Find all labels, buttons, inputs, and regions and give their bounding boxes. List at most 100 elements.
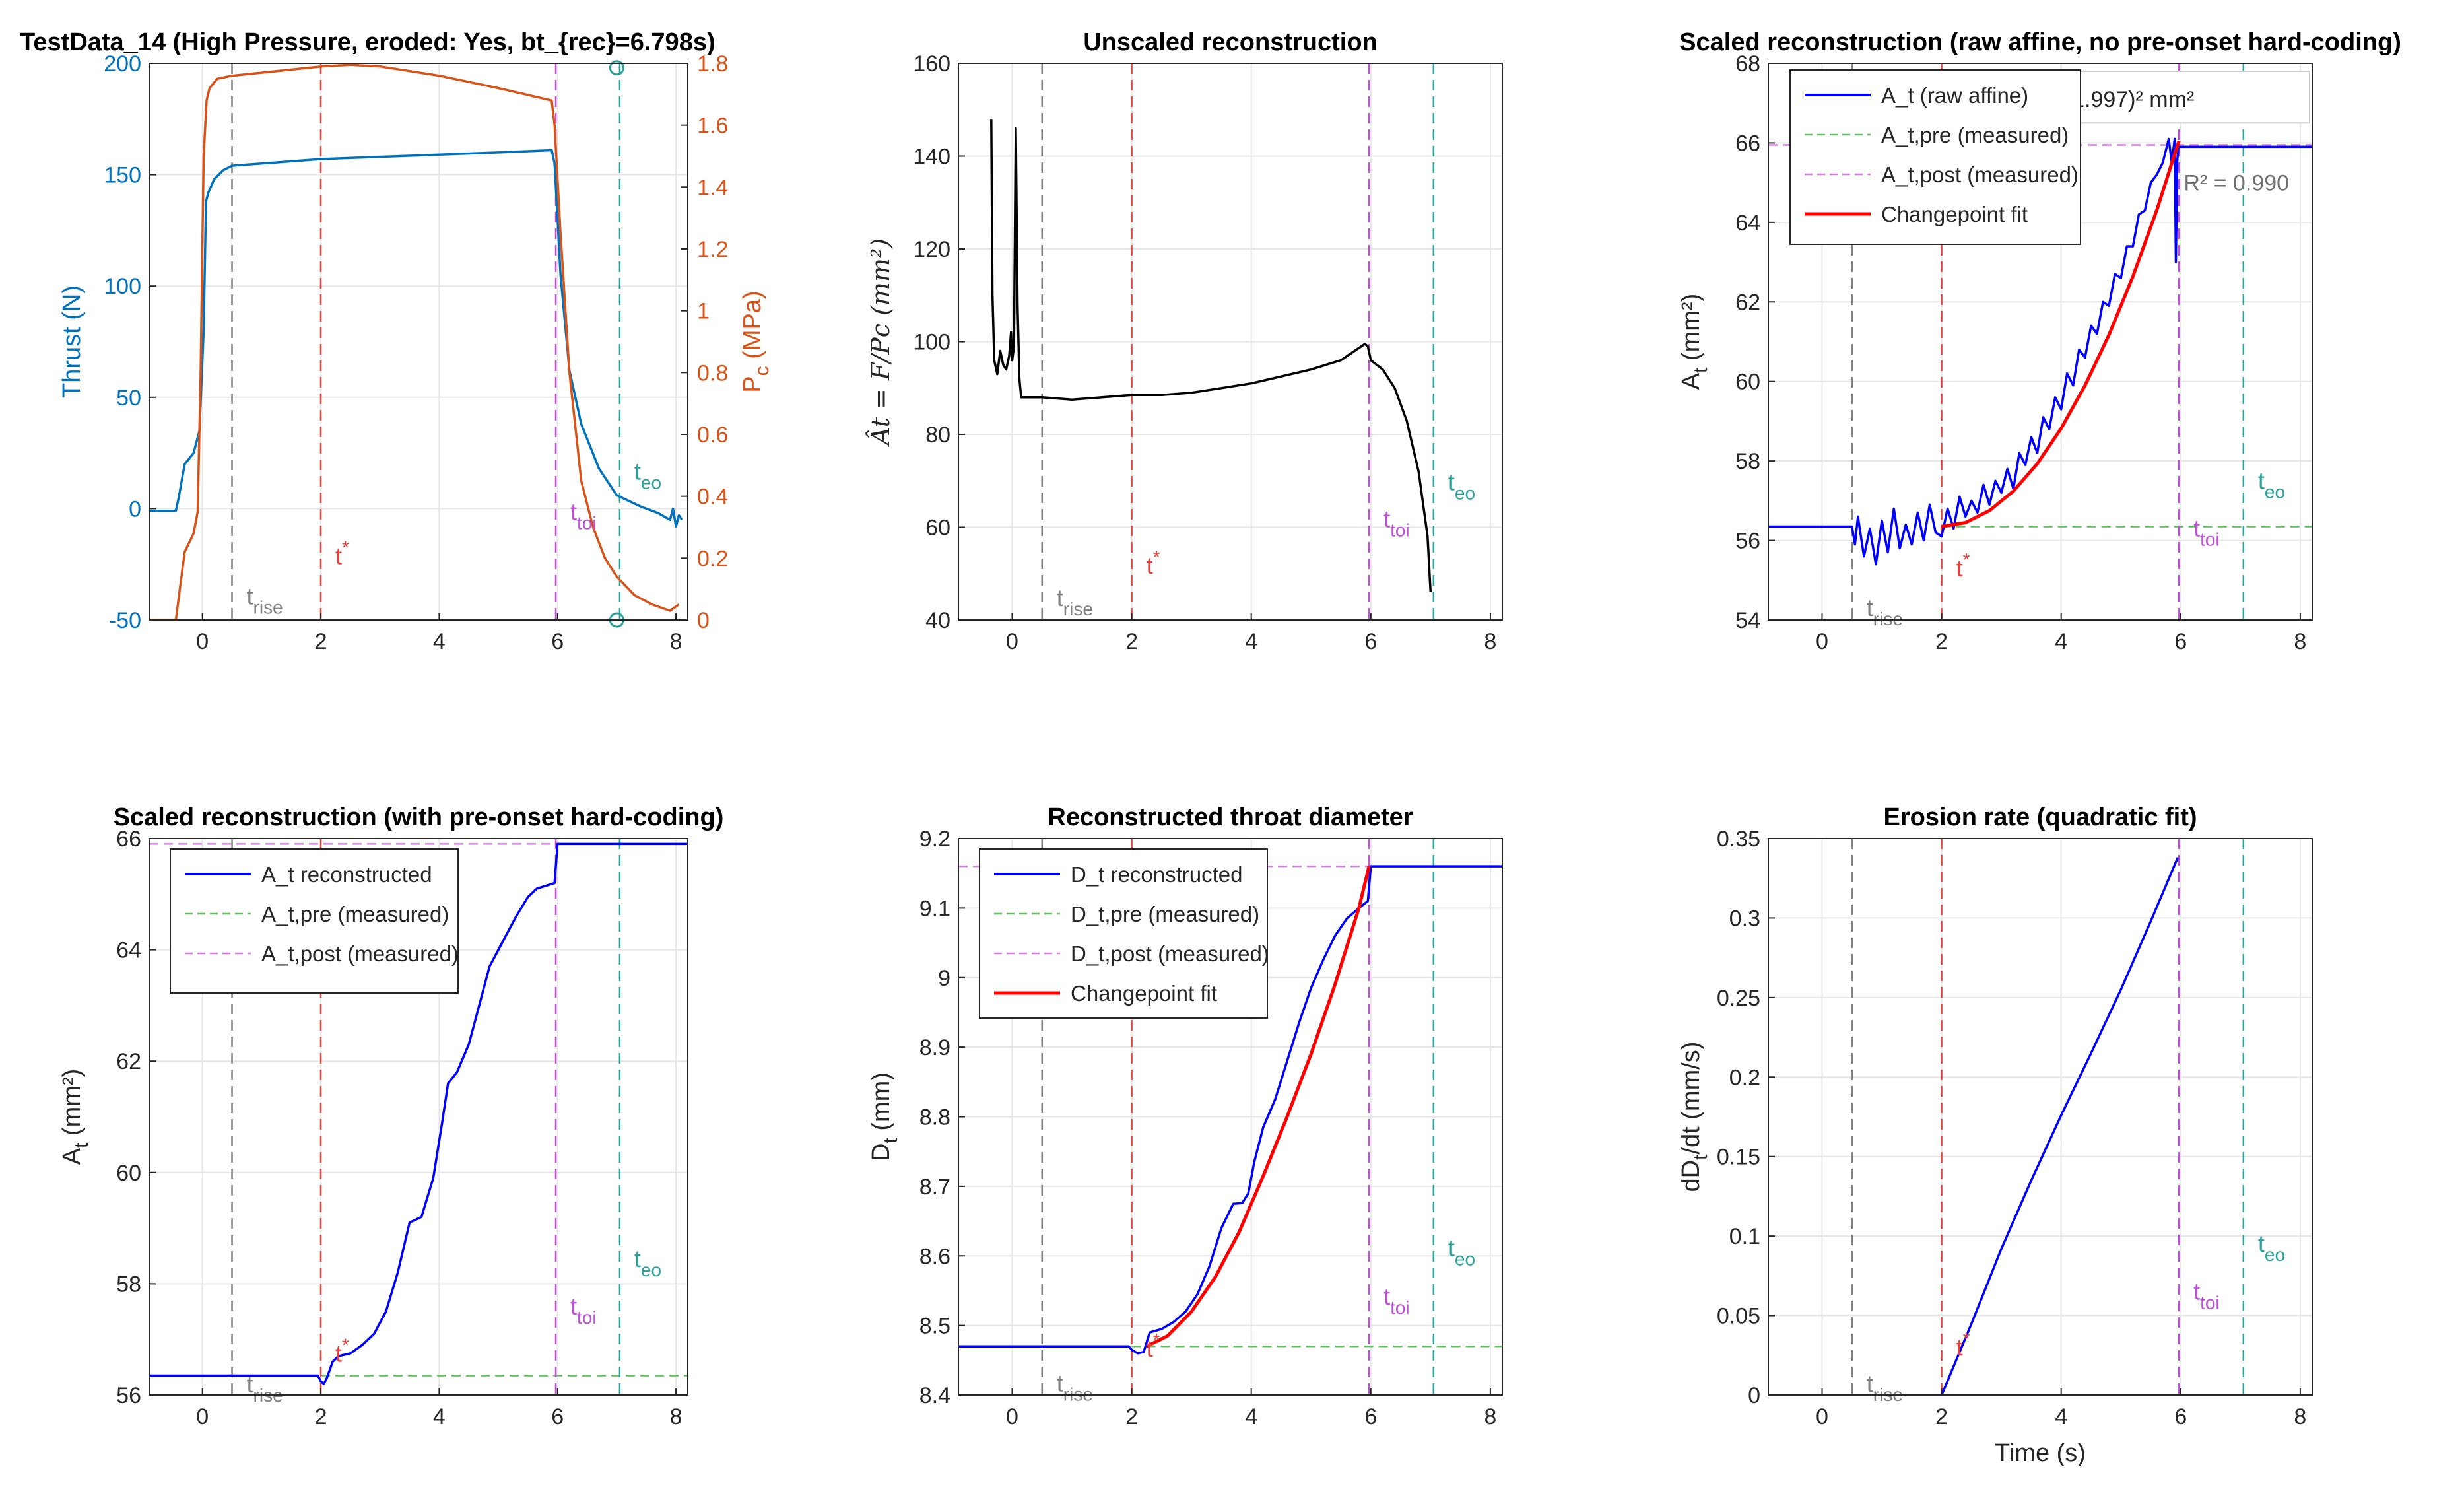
y-tick-label: 8.7 [919, 1175, 950, 1200]
y-tick-label: 58 [116, 1272, 141, 1297]
y-tick-label: 66 [116, 827, 141, 852]
axes-box [1768, 63, 2313, 621]
y-axis-label-main: A [58, 1147, 86, 1165]
event-label: t* [1147, 1330, 1160, 1362]
x-tick-label: 6 [2174, 1404, 2187, 1429]
y-axis-label: At (mm²) [58, 1069, 92, 1165]
x-tick-label: 6 [1364, 629, 1377, 654]
series-line [149, 842, 688, 1385]
event-label: ttoi [1383, 1283, 1410, 1318]
x-tick-label: 6 [551, 1404, 564, 1429]
y-axis-label-sub: t [1690, 1154, 1712, 1160]
event-label: ttoi [2193, 515, 2220, 550]
event-label: ttoi [570, 498, 597, 533]
y-tick-label: 68 [1735, 51, 1760, 77]
event-label-sup: * [1963, 549, 1970, 570]
y-right-tick-label: 0.4 [697, 485, 728, 510]
x-tick-label: 2 [1125, 629, 1138, 654]
axes-box [149, 63, 688, 621]
y-right-tick-label: 0.2 [697, 546, 728, 571]
event-label-main: t [1448, 1234, 1455, 1261]
y-tick-label: 56 [116, 1383, 141, 1408]
legend: A_t reconstructed A_t,pre (measured) A_t,p… [170, 848, 459, 994]
event-label-main: t [1383, 506, 1390, 533]
series-line [1940, 857, 2179, 1395]
x-tick-label: 0 [1006, 629, 1018, 654]
event-label-main: t [1448, 468, 1455, 495]
y-tick-label: 8.4 [919, 1383, 950, 1408]
y-tick-label: 0 [129, 496, 141, 522]
y-axis-label-unit: (mm²) [58, 1069, 86, 1143]
y-right-tick-label: 1.8 [697, 51, 728, 77]
y-axis-label: Ât = F/Pc (mm²) [866, 238, 895, 447]
y-tick-label: 8.8 [919, 1105, 950, 1130]
series-line [990, 119, 1432, 592]
x-tick-label: 8 [670, 1404, 683, 1429]
y-tick-label: 0.3 [1729, 906, 1760, 931]
event-label-sub: eo [641, 1260, 661, 1280]
axes-box [1768, 838, 2313, 1396]
event-label: t* [335, 1334, 349, 1367]
y-tick-label: 62 [116, 1049, 141, 1074]
x-tick-label: 0 [1816, 629, 1828, 654]
y-axis-label-sub: t [71, 1142, 92, 1148]
event-label-main: t [335, 1340, 342, 1367]
x-tick-label: 2 [315, 629, 327, 654]
y-tick-label: 120 [913, 237, 950, 262]
x-tick-label: 2 [315, 1404, 327, 1429]
event-label-main: t [247, 1371, 253, 1398]
plot-area [1768, 839, 2312, 1395]
event-label: teo [2258, 1230, 2285, 1265]
y-right-axis-label-sub: c [751, 366, 773, 376]
y-tick-label: 8.6 [919, 1244, 950, 1269]
series-line [1146, 866, 1371, 1348]
x-tick-label: 6 [2174, 629, 2187, 654]
chart-title: Reconstructed throat diameter [1048, 804, 1413, 831]
y-tick-label: 0.25 [1717, 986, 1760, 1011]
event-label-main: t [2258, 1230, 2265, 1257]
event-label-main: t [335, 543, 342, 570]
legend-box [979, 848, 1268, 1019]
x-tick-label: 8 [1484, 629, 1496, 654]
legend-label: A_t,post (measured) [1881, 162, 2079, 187]
x-tick-label: 6 [551, 629, 564, 654]
y-tick-label: 9 [938, 966, 950, 991]
x-axis-label: Time (s) [1995, 1439, 2086, 1467]
y-tick-label: 9.1 [919, 896, 950, 921]
y-right-tick-label: 0.6 [697, 423, 728, 448]
event-label-main: t [2193, 515, 2200, 542]
x-tick-label: 4 [1245, 1404, 1257, 1429]
y-tick-label: 64 [1735, 211, 1760, 236]
plot-content [1851, 839, 2245, 1395]
event-label-main: t [1147, 1335, 1153, 1362]
x-tick-label: 8 [2294, 1404, 2306, 1429]
y-right-tick-label: 1 [697, 299, 710, 324]
y-axis-label-unit: (mm) [867, 1072, 895, 1138]
y-right-axis-label-main: P [739, 376, 766, 392]
event-label-main: t [634, 458, 641, 485]
data-marker [609, 60, 624, 76]
series-line [1768, 137, 2312, 566]
event-label-sub: rise [1873, 609, 1903, 629]
x-tick-label: 0 [1816, 1404, 1828, 1429]
event-label-main: t [1057, 584, 1063, 611]
event-label: trise [247, 582, 283, 617]
event-label-main: t [570, 1293, 577, 1320]
event-label-sub: toi [1390, 520, 1410, 541]
x-tick-label: 4 [433, 629, 446, 654]
legend: A_t (raw affine) A_t,pre (measured) A_t,po… [1789, 69, 2081, 245]
event-label-sub: eo [1455, 1249, 1475, 1269]
y-tick-label: 58 [1735, 449, 1760, 474]
y-tick-label: -50 [109, 608, 141, 633]
event-label: trise [1057, 584, 1093, 619]
event-label: teo [634, 1245, 661, 1280]
event-label: ttoi [1383, 506, 1410, 541]
y-axis-label: Dt (mm) [867, 1072, 902, 1161]
event-label-main: t [1956, 1334, 1963, 1361]
event-label: teo [634, 458, 661, 493]
x-tick-label: 0 [196, 629, 209, 654]
y-axis-label-main: A [1677, 372, 1705, 390]
y-axis-label-sub: t [1690, 367, 1712, 373]
legend-label: D_t reconstructed [1071, 862, 1242, 887]
